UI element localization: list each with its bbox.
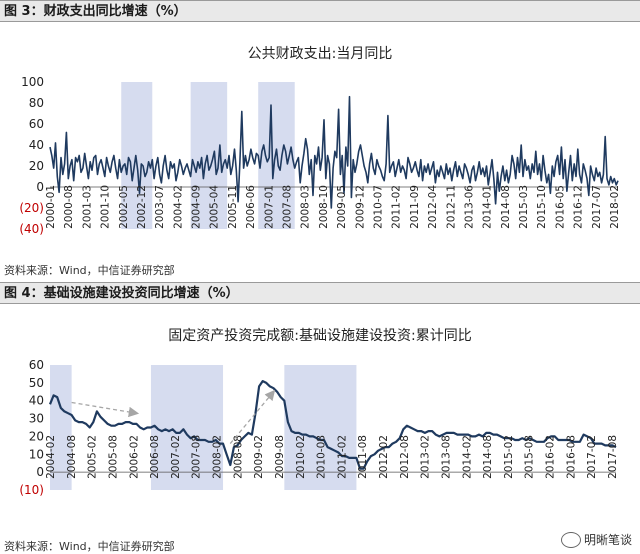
x-tick-label: 2008-10 [318, 185, 330, 229]
x-tick-label: 2005-04 [209, 185, 221, 229]
y-tick-label: (20) [19, 201, 44, 215]
x-tick-label: 2004-08 [66, 435, 78, 479]
x-tick-label: 2001-03 [81, 185, 93, 229]
chart-1-fiscal-spending: 100 80 60 40 20 0 (20) (40)2000-01 2000-08 2001-0… [19, 75, 621, 236]
x-tick-label: 2014-08 [500, 185, 512, 229]
x-tick-label: 2015-03 [518, 185, 530, 229]
x-tick-label: 2011-02 [336, 435, 348, 479]
y-tick-label: 0 [36, 465, 44, 479]
x-tick-label: 2010-07 [372, 185, 384, 229]
series-line [48, 380, 617, 470]
x-tick-label: 2012-08 [399, 435, 411, 479]
x-tick-label: 2004-02 [172, 185, 184, 229]
watermark: 明晰笔谈 [560, 531, 632, 548]
x-tick-label: 2004-09 [191, 185, 203, 229]
x-tick-label: 2013-08 [440, 435, 452, 479]
x-tick-label: 2011-02 [391, 185, 403, 229]
y-tick-label: 60 [29, 358, 44, 372]
x-tick-label: 2004-02 [45, 435, 57, 479]
x-tick-label: 2005-11 [227, 185, 239, 229]
x-tick-label: 2012-02 [378, 435, 390, 479]
x-tick-label: 2000-01 [45, 185, 57, 229]
x-tick-label: 2017-08 [607, 435, 619, 479]
x-tick-label: 2007-01 [263, 185, 275, 229]
x-tick-label: 2017-02 [586, 435, 598, 479]
x-tick-label: 2006-06 [245, 185, 257, 229]
x-tick-label: 2007-08 [282, 185, 294, 229]
x-tick-label: 2014-02 [461, 435, 473, 479]
y-tick-label: 80 [29, 96, 44, 110]
y-tick-label: 10 [29, 447, 44, 461]
y-tick-label: 20 [29, 159, 44, 173]
figure-3-source: 资料来源：Wind，中信证券研究部 [4, 264, 175, 277]
y-tick-label: (10) [19, 483, 44, 497]
x-tick-label: 2016-05 [554, 185, 566, 229]
figure-4-source: 资料来源：Wind，中信证券研究部 [4, 540, 175, 553]
x-tick-label: 2013-02 [420, 435, 432, 479]
x-tick-label: 2014-08 [482, 435, 494, 479]
shaded-period-1 [150, 365, 224, 490]
y-tick-label: 30 [29, 412, 44, 426]
x-tick-label: 2014-01 [482, 185, 494, 229]
watermark-text: 明晰笔谈 [583, 532, 632, 547]
y-tick-label: 60 [29, 117, 44, 131]
x-tick-label: 2006-02 [128, 435, 140, 479]
x-tick-label: 2002-05 [118, 185, 130, 229]
x-tick-label: 2016-12 [573, 185, 585, 229]
x-tick-label: 2006-08 [149, 435, 161, 479]
x-tick-label: 2012-11 [445, 185, 457, 229]
x-tick-label: 2009-12 [354, 185, 366, 229]
y-tick-label: (40) [19, 222, 44, 236]
x-tick-label: 2003-07 [154, 185, 166, 229]
x-tick-label: 2009-05 [336, 185, 348, 229]
figure-3-header: 图 3：财政支出同比增速（%） [0, 0, 640, 22]
y-tick-label: 100 [21, 75, 44, 89]
y-tick-label: 50 [29, 376, 44, 390]
x-tick-label: 2009-02 [253, 435, 265, 479]
y-tick-label: 40 [29, 138, 44, 152]
shaded-period-2 [284, 365, 357, 490]
x-tick-label: 2010-02 [295, 435, 307, 479]
figure-4-header: 图 4：基础设施建设投资同比增速（%） [0, 282, 640, 304]
x-tick-label: 2001-10 [100, 185, 112, 229]
chart-1-title: 公共财政支出:当月同比 [247, 46, 393, 62]
x-tick-label: 2005-02 [87, 435, 99, 479]
x-tick-label: 2017-07 [591, 185, 603, 229]
x-tick-label: 2012-04 [427, 185, 439, 229]
chart-2-title: 固定资产投资完成额:基础设施建设投资:累计同比 [168, 328, 472, 344]
trend-arrow-up [229, 389, 276, 444]
x-tick-label: 2015-10 [536, 185, 548, 229]
y-tick-label: 20 [29, 429, 44, 443]
x-tick-label: 2015-08 [524, 435, 536, 479]
x-tick-label: 2000-08 [63, 185, 75, 229]
series-line [49, 95, 619, 209]
trend-arrow-down [71, 401, 140, 418]
x-tick-label: 2013-06 [463, 185, 475, 229]
x-tick-label: 2018-02 [609, 185, 621, 229]
x-tick-label: 2002-12 [136, 185, 148, 229]
x-tick-label: 2009-08 [274, 435, 286, 479]
x-tick-label: 2008-03 [300, 185, 312, 229]
y-tick-label: 0 [36, 180, 44, 194]
x-tick-label: 2005-08 [107, 435, 119, 479]
chart-2-infrastructure-investment: 60 50 40 30 20 10 0 (10)2004-02 2004-08 2005-02 20… [19, 358, 619, 497]
x-tick-label: 2015-02 [503, 435, 515, 479]
x-tick-label: 2007-02 [170, 435, 182, 479]
x-tick-label: 2008-02 [212, 435, 224, 479]
x-tick-label: 2016-02 [545, 435, 557, 479]
y-tick-label: 40 [29, 394, 44, 408]
x-tick-label: 2011-09 [409, 185, 421, 229]
x-tick-label: 2008-08 [232, 435, 244, 479]
shaded-period-0 [121, 82, 153, 229]
x-tick-label: 2011-08 [357, 435, 369, 479]
x-tick-label: 2016-08 [565, 435, 577, 479]
x-tick-label: 2010-08 [316, 435, 328, 479]
x-tick-label: 2007-08 [191, 435, 203, 479]
wechat-icon [560, 532, 581, 548]
